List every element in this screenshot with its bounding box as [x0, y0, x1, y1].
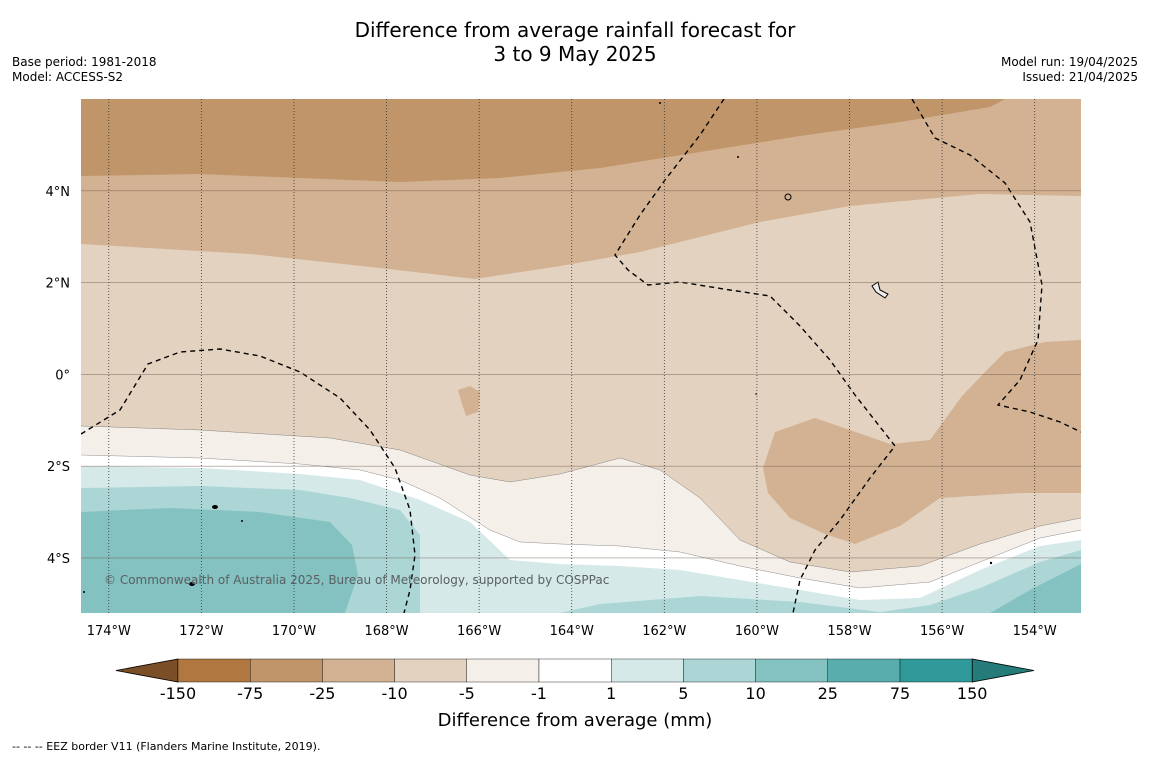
map-title: Difference from average rainfall forecas…: [0, 18, 1150, 66]
eez-border-east: [911, 99, 1081, 433]
meta-left: Base period: 1981-2018 Model: ACCESS-S2: [12, 55, 157, 85]
lat-label: 2°S: [47, 460, 70, 475]
contour-small-patch: [458, 386, 480, 416]
lat-label: 2°N: [46, 277, 71, 292]
colorbar-extend-right: [971, 658, 1035, 683]
issued-date: Issued: 21/04/2025: [1022, 70, 1138, 84]
colorbar-segment: [466, 658, 540, 683]
colorbar-tick-label: 1: [606, 684, 616, 703]
longitude-labels: 174°W 172°W 170°W 168°W 166°W 164°W 162°W 160°W…: [87, 624, 1057, 639]
colorbar-tick-label: -25: [309, 684, 335, 703]
colorbar-tick-label: 150: [957, 684, 988, 703]
colorbar-segment: [683, 658, 756, 683]
lon-label: 172°W: [179, 624, 223, 639]
colorbar-segment: [249, 658, 323, 683]
graticule: [81, 99, 1081, 613]
colorbar-segment: [611, 658, 684, 683]
colorbar-tick-label: 10: [745, 684, 765, 703]
colorbar-segment: [538, 658, 612, 683]
title-line-2: 3 to 9 May 2025: [493, 42, 657, 66]
colorbar-tick-label: 5: [678, 684, 688, 703]
contour-neg-25-to-neg-75: [81, 99, 1005, 182]
colorbar-tick-label: -5: [459, 684, 475, 703]
lon-label: 168°W: [364, 624, 408, 639]
lon-label: 160°W: [735, 624, 779, 639]
lon-label: 164°W: [550, 624, 594, 639]
colorbar-segment: [755, 658, 828, 683]
lon-label: 166°W: [457, 624, 501, 639]
colorbar-segment: [322, 658, 395, 683]
colorbar-title: Difference from average (mm): [438, 710, 713, 731]
lat-label: 0°: [55, 368, 70, 383]
colorbar-segment: [394, 658, 468, 683]
lon-label: 154°W: [1013, 624, 1057, 639]
lat-label: 4°N: [46, 185, 71, 200]
colorbar-extend-left: [115, 658, 179, 683]
lon-label: 170°W: [272, 624, 316, 639]
copyright-notice: © Commonwealth of Australia 2025, Bureau…: [104, 573, 609, 587]
latitude-labels: 4°N 2°N 0° 2°S 4°S: [46, 185, 71, 567]
meta-right: Model run: 19/04/2025 Issued: 21/04/2025: [1001, 55, 1138, 85]
model-name: Model: ACCESS-S2: [12, 70, 124, 84]
lon-label: 174°W: [87, 624, 131, 639]
eez-footnote: -- -- -- EEZ border V11 (Flanders Marine…: [12, 740, 321, 753]
colorbar-tick-label: -150: [160, 684, 196, 703]
colorbar-tick-label: 75: [890, 684, 910, 703]
colorbar-tick-label: -1: [531, 684, 547, 703]
colorbar-segment: [177, 658, 251, 683]
lon-label: 162°W: [642, 624, 686, 639]
contour-pos-10-to-pos-25-west: [81, 508, 358, 613]
model-run: Model run: 19/04/2025: [1000, 55, 1138, 69]
lon-label: 156°W: [920, 624, 964, 639]
rainfall-contours: [81, 99, 1081, 613]
map-figure: © Commonwealth of Australia 2025, Bureau…: [46, 99, 1081, 731]
lat-label: 4°S: [47, 552, 70, 567]
colorbar: -150 -75 -25 -10 -5 -1 1 5 10 25 75 150: [115, 658, 1035, 703]
base-period: Base period: 1981-2018: [12, 55, 157, 69]
colorbar-segment: [899, 658, 973, 683]
colorbar-tick-label: -10: [382, 684, 408, 703]
colorbar-tick-label: 25: [818, 684, 838, 703]
title-line-1: Difference from average rainfall forecas…: [354, 18, 796, 42]
colorbar-segment: [827, 658, 901, 683]
contour-neg-10-to-neg-25-east: [763, 340, 1081, 544]
lon-label: 158°W: [827, 624, 871, 639]
colorbar-tick-label: -75: [237, 684, 263, 703]
contour-pos-10-to-pos-25-east: [990, 564, 1081, 613]
eez-border-west: [81, 348, 416, 613]
contour-pos-5-to-pos-10-south: [560, 550, 1081, 613]
